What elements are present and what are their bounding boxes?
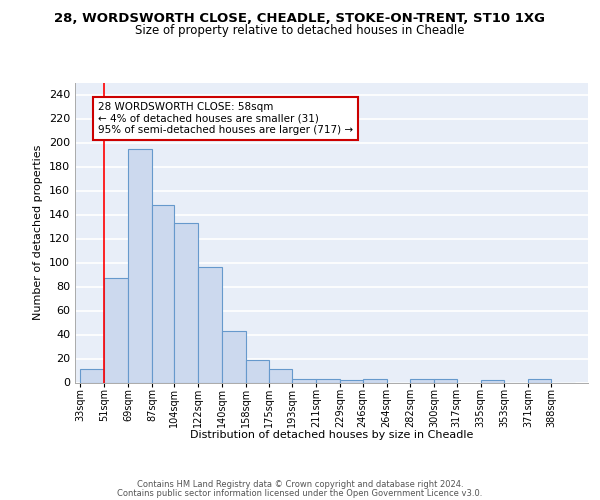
- Bar: [529, 379, 551, 382]
- Bar: [104, 278, 128, 382]
- Text: 28, WORDSWORTH CLOSE, CHEADLE, STOKE-ON-TRENT, ST10 1XG: 28, WORDSWORTH CLOSE, CHEADLE, STOKE-ON-…: [55, 12, 545, 26]
- Text: Contains HM Land Registry data © Crown copyright and database right 2024.: Contains HM Land Registry data © Crown c…: [137, 480, 463, 489]
- Bar: [269, 370, 292, 382]
- X-axis label: Distribution of detached houses by size in Cheadle: Distribution of detached houses by size …: [190, 430, 473, 440]
- Text: Contains public sector information licensed under the Open Government Licence v3: Contains public sector information licen…: [118, 488, 482, 498]
- Bar: [222, 331, 246, 382]
- Bar: [175, 223, 198, 382]
- Bar: [316, 379, 340, 382]
- Bar: [410, 379, 434, 382]
- Bar: [80, 370, 104, 382]
- Text: Size of property relative to detached houses in Cheadle: Size of property relative to detached ho…: [135, 24, 465, 37]
- Y-axis label: Number of detached properties: Number of detached properties: [34, 145, 43, 320]
- Bar: [128, 148, 152, 382]
- Bar: [292, 379, 316, 382]
- Bar: [481, 380, 505, 382]
- Bar: [152, 205, 175, 382]
- Bar: [362, 379, 386, 382]
- Bar: [340, 380, 362, 382]
- Bar: [198, 268, 222, 382]
- Bar: [434, 379, 457, 382]
- Text: 28 WORDSWORTH CLOSE: 58sqm
← 4% of detached houses are smaller (31)
95% of semi-: 28 WORDSWORTH CLOSE: 58sqm ← 4% of detac…: [98, 102, 353, 135]
- Bar: [246, 360, 269, 382]
